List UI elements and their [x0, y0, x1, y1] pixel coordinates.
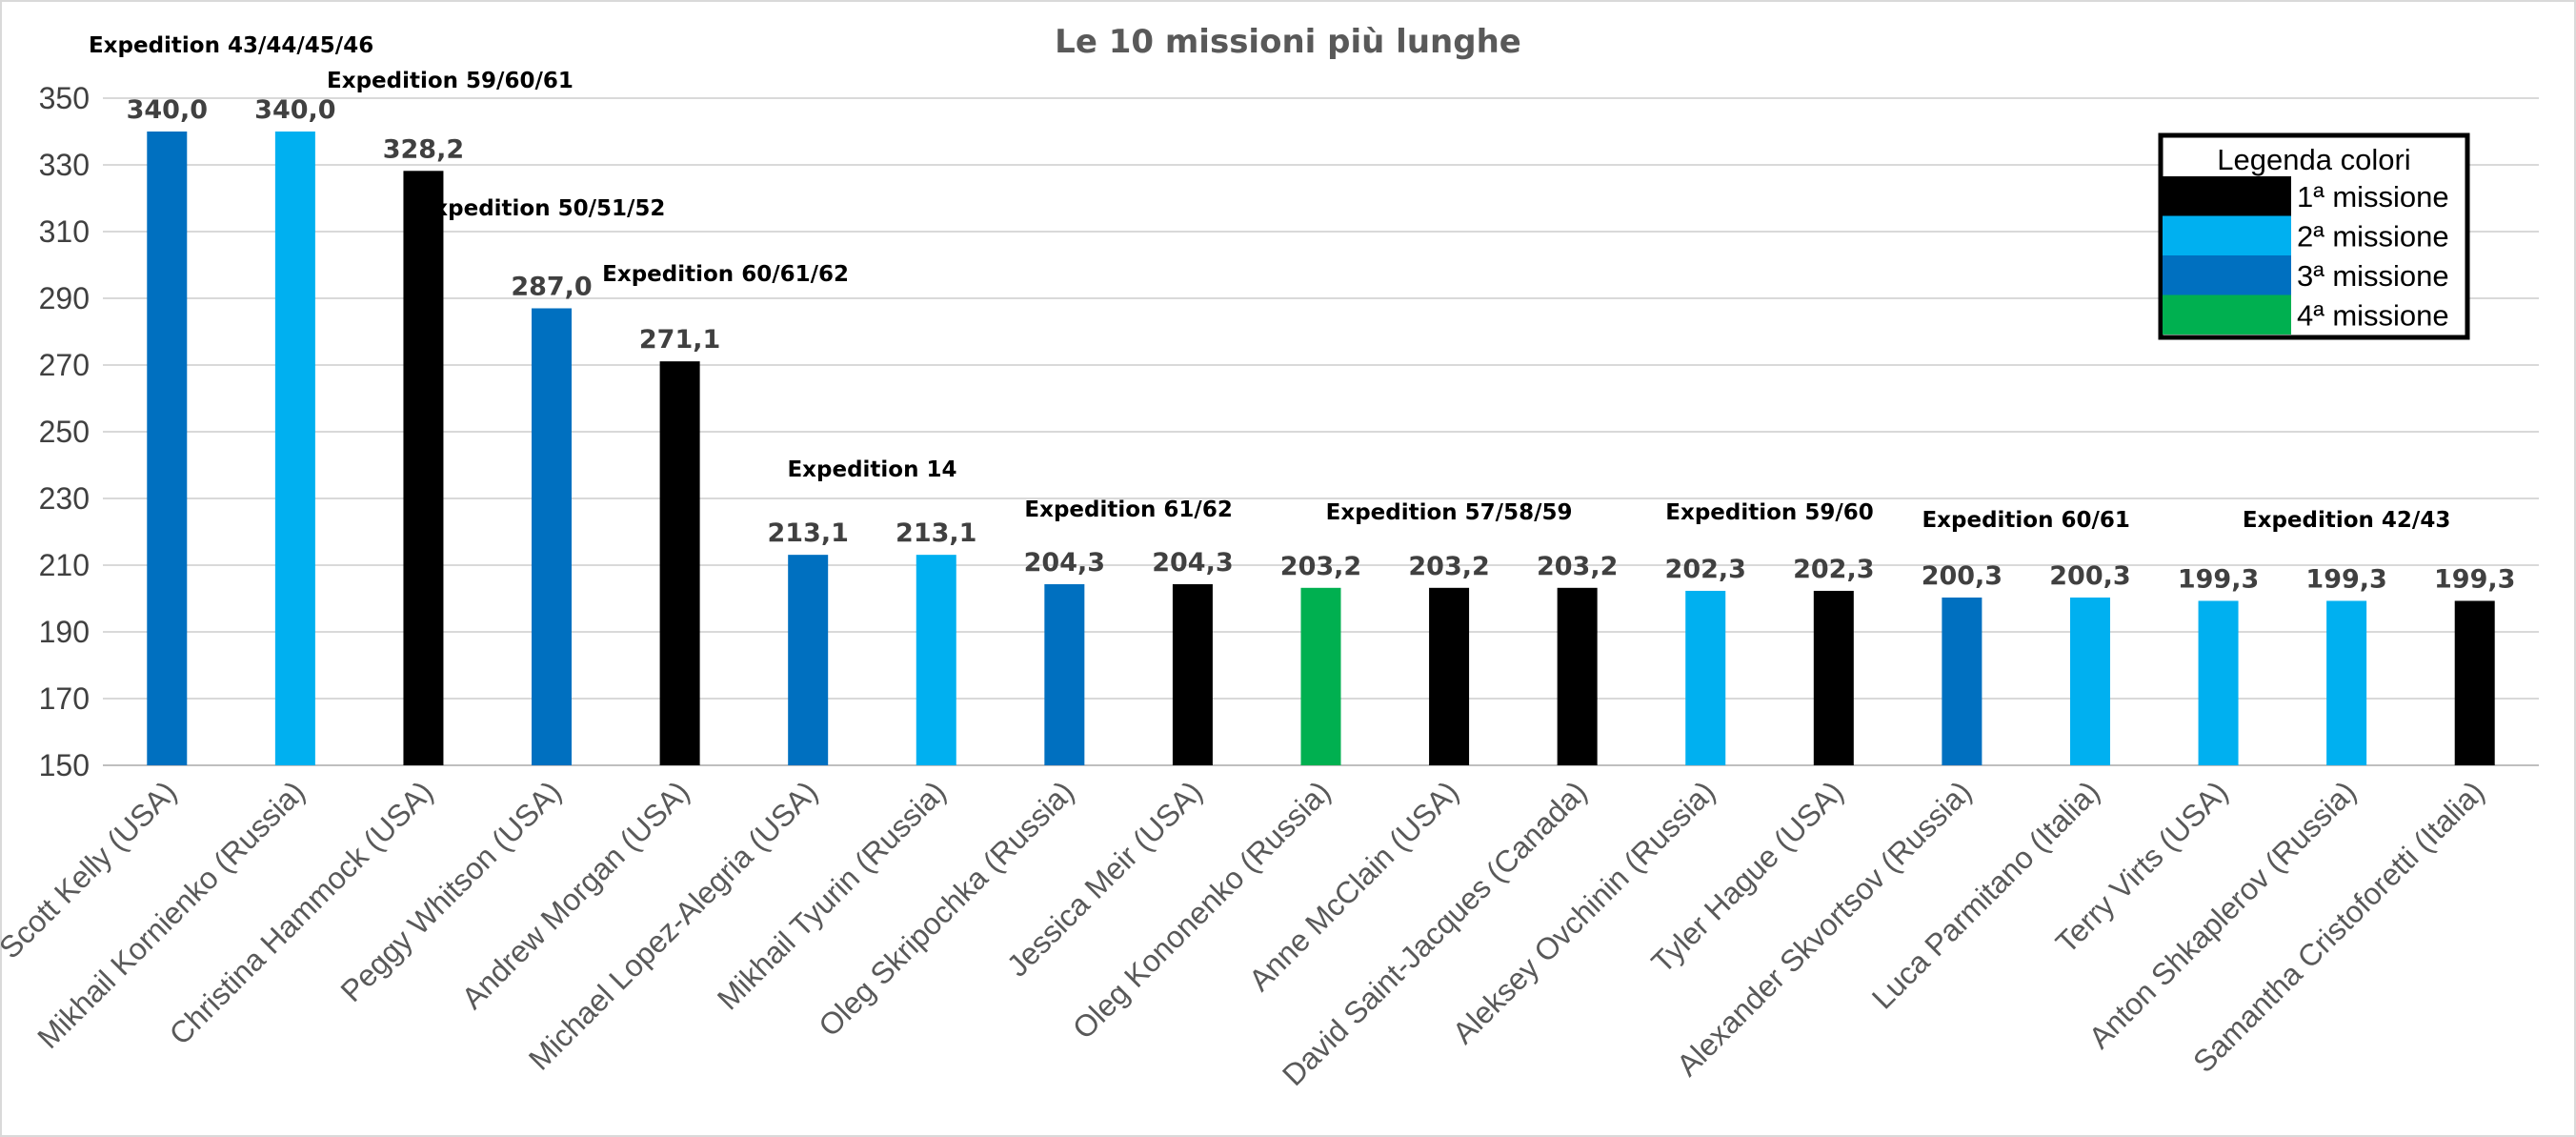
y-tick-label: 290: [39, 281, 90, 315]
bar: [274, 132, 315, 765]
value-label: 213,1: [767, 518, 848, 548]
bar: [1429, 587, 1470, 765]
value-label: 203,2: [1280, 552, 1361, 581]
bar: [1557, 587, 1598, 765]
bar: [1300, 587, 1341, 765]
value-label: 199,3: [2178, 564, 2259, 594]
bar: [2326, 600, 2367, 765]
value-label: 287,0: [511, 273, 592, 302]
value-label: 340,0: [127, 95, 208, 125]
bar: [788, 555, 829, 765]
expedition-annotation: Expedition 57/58/59: [1326, 500, 1573, 525]
value-label: 200,3: [2049, 561, 2130, 591]
y-tick-label: 270: [39, 348, 90, 382]
bar: [916, 555, 956, 765]
expedition-annotation: Expedition 50/51/52: [419, 196, 666, 221]
bar: [1044, 583, 1085, 765]
bar: [1685, 590, 1726, 765]
expedition-annotation: Expedition 43/44/45/46: [89, 33, 373, 58]
expedition-annotation: Expedition 60/61/62: [602, 262, 849, 287]
y-tick-label: 330: [39, 148, 90, 182]
bar: [403, 171, 444, 766]
value-label: 203,2: [1537, 552, 1618, 581]
expedition-annotation: Expedition 61/62: [1024, 497, 1232, 522]
legend-swatch: [2163, 294, 2291, 335]
legend-item-label: 2ª missione: [2297, 220, 2449, 254]
y-tick-label: 190: [39, 615, 90, 649]
legend-swatch: [2163, 215, 2291, 255]
value-label: 328,2: [383, 134, 464, 164]
y-tick-label: 350: [39, 81, 90, 115]
legend-item-label: 1ª missione: [2297, 180, 2449, 213]
y-tick-label: 230: [39, 481, 90, 516]
gridlines: [103, 97, 2539, 766]
bars: [147, 132, 2495, 766]
legend-swatch: [2163, 176, 2291, 216]
expedition-annotation: Expedition 60/61: [1922, 508, 2129, 533]
y-tick-label: 210: [39, 548, 90, 582]
expedition-annotation: Expedition 42/43: [2243, 508, 2450, 533]
y-tick-label: 250: [39, 415, 90, 449]
expedition-annotations: Expedition 43/44/45/46 Expedition 59/60/6…: [89, 33, 2450, 533]
value-label: 203,2: [1408, 552, 1489, 581]
legend: Legenda colori 1ª missione 2ª missione 3ª …: [2158, 132, 2470, 340]
value-labels: 340,0 340,0 328,2 287,0 271,1 213,1 213,1 204,3…: [127, 95, 2516, 594]
bar: [2069, 597, 2110, 765]
legend-title: Legenda colori: [2217, 143, 2410, 176]
legend-items: 1ª missione 2ª missione 3ª missione 4ª miss…: [2163, 176, 2449, 335]
bar: [1172, 583, 1213, 765]
value-label: 202,3: [1793, 555, 1874, 584]
legend-item-label: 3ª missione: [2297, 259, 2449, 293]
chart-title: Le 10 missioni più lunghe: [1055, 23, 1521, 61]
y-tick-label: 310: [39, 214, 90, 249]
bar: [659, 361, 700, 765]
bar: [147, 132, 188, 765]
value-label: 340,0: [254, 95, 335, 125]
bar: [1942, 597, 1982, 765]
expedition-annotation: Expedition 59/60: [1665, 500, 1873, 525]
y-tick-label: 170: [39, 681, 90, 716]
bar: [532, 308, 573, 765]
value-label: 204,3: [1152, 548, 1233, 578]
y-axis: 150 170 190 210 230 250 270 290 310 330 350: [39, 81, 90, 782]
bar: [2454, 600, 2495, 765]
expedition-annotation: Expedition 14: [787, 457, 956, 482]
y-tick-label: 150: [39, 748, 90, 782]
legend-item-label: 4ª missione: [2297, 299, 2449, 333]
bar: [1813, 590, 1854, 765]
value-label: 199,3: [2434, 564, 2515, 594]
value-label: 213,1: [896, 518, 976, 548]
value-label: 271,1: [639, 325, 720, 355]
value-label: 204,3: [1024, 548, 1105, 578]
value-label: 199,3: [2305, 564, 2386, 594]
expedition-annotation: Expedition 59/60/61: [327, 69, 574, 93]
bar: [2198, 600, 2239, 765]
legend-swatch: [2163, 255, 2291, 295]
value-label: 202,3: [1665, 555, 1746, 584]
value-label: 200,3: [1922, 561, 2002, 591]
